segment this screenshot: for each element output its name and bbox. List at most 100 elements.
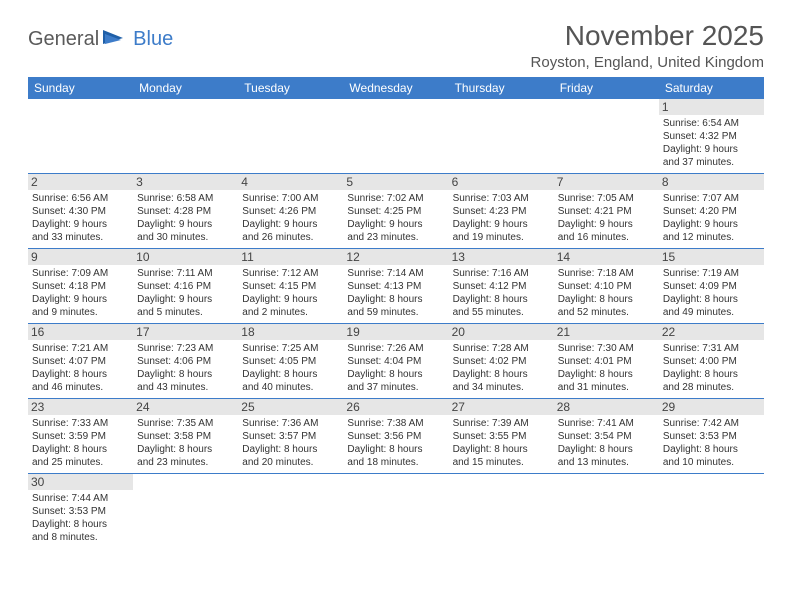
daylight-text: and 10 minutes. bbox=[663, 456, 760, 469]
calendar-cell: 7Sunrise: 7:05 AMSunset: 4:21 PMDaylight… bbox=[554, 174, 659, 249]
day-number: 3 bbox=[133, 174, 238, 190]
sunrise-text: Sunrise: 7:05 AM bbox=[558, 192, 655, 205]
sunset-text: Sunset: 3:56 PM bbox=[347, 430, 444, 443]
sunset-text: Sunset: 3:59 PM bbox=[32, 430, 129, 443]
day-number: 26 bbox=[343, 399, 448, 415]
day-number: 28 bbox=[554, 399, 659, 415]
daylight-text: Daylight: 9 hours bbox=[242, 293, 339, 306]
daylight-text: Daylight: 8 hours bbox=[32, 368, 129, 381]
sunset-text: Sunset: 4:07 PM bbox=[32, 355, 129, 368]
logo: General Blue bbox=[28, 28, 173, 51]
daylight-text: Daylight: 8 hours bbox=[347, 293, 444, 306]
daylight-text: Daylight: 8 hours bbox=[453, 293, 550, 306]
calendar-cell: 16Sunrise: 7:21 AMSunset: 4:07 PMDayligh… bbox=[28, 324, 133, 399]
calendar-cell bbox=[133, 99, 238, 174]
day-number: 14 bbox=[554, 249, 659, 265]
daylight-text: Daylight: 8 hours bbox=[558, 443, 655, 456]
weekday-header: Thursday bbox=[449, 77, 554, 99]
calendar-row: 30Sunrise: 7:44 AMSunset: 3:53 PMDayligh… bbox=[28, 474, 764, 549]
daylight-text: Daylight: 8 hours bbox=[663, 443, 760, 456]
sunrise-text: Sunrise: 6:56 AM bbox=[32, 192, 129, 205]
sunset-text: Sunset: 3:53 PM bbox=[663, 430, 760, 443]
daylight-text: Daylight: 9 hours bbox=[137, 293, 234, 306]
calendar-cell bbox=[133, 474, 238, 549]
calendar-cell bbox=[554, 99, 659, 174]
daylight-text: and 46 minutes. bbox=[32, 381, 129, 394]
daylight-text: Daylight: 9 hours bbox=[663, 143, 760, 156]
daylight-text: and 19 minutes. bbox=[453, 231, 550, 244]
daylight-text: and 23 minutes. bbox=[347, 231, 444, 244]
sunrise-text: Sunrise: 7:36 AM bbox=[242, 417, 339, 430]
calendar-cell: 12Sunrise: 7:14 AMSunset: 4:13 PMDayligh… bbox=[343, 249, 448, 324]
sunset-text: Sunset: 4:26 PM bbox=[242, 205, 339, 218]
daylight-text: Daylight: 8 hours bbox=[663, 293, 760, 306]
daylight-text: and 18 minutes. bbox=[347, 456, 444, 469]
day-number: 24 bbox=[133, 399, 238, 415]
calendar-cell: 17Sunrise: 7:23 AMSunset: 4:06 PMDayligh… bbox=[133, 324, 238, 399]
sunrise-text: Sunrise: 7:33 AM bbox=[32, 417, 129, 430]
weekday-header: Friday bbox=[554, 77, 659, 99]
calendar-row: 23Sunrise: 7:33 AMSunset: 3:59 PMDayligh… bbox=[28, 399, 764, 474]
sunset-text: Sunset: 3:58 PM bbox=[137, 430, 234, 443]
logo-text-general: General bbox=[28, 28, 99, 51]
daylight-text: Daylight: 8 hours bbox=[242, 368, 339, 381]
day-number: 6 bbox=[449, 174, 554, 190]
calendar-cell: 25Sunrise: 7:36 AMSunset: 3:57 PMDayligh… bbox=[238, 399, 343, 474]
calendar-row: 16Sunrise: 7:21 AMSunset: 4:07 PMDayligh… bbox=[28, 324, 764, 399]
daylight-text: Daylight: 8 hours bbox=[347, 368, 444, 381]
calendar-cell: 24Sunrise: 7:35 AMSunset: 3:58 PMDayligh… bbox=[133, 399, 238, 474]
sunrise-text: Sunrise: 6:54 AM bbox=[663, 117, 760, 130]
daylight-text: Daylight: 8 hours bbox=[558, 293, 655, 306]
sunset-text: Sunset: 3:57 PM bbox=[242, 430, 339, 443]
calendar-cell: 13Sunrise: 7:16 AMSunset: 4:12 PMDayligh… bbox=[449, 249, 554, 324]
weekday-header: Monday bbox=[133, 77, 238, 99]
calendar-cell: 28Sunrise: 7:41 AMSunset: 3:54 PMDayligh… bbox=[554, 399, 659, 474]
daylight-text: Daylight: 9 hours bbox=[453, 218, 550, 231]
daylight-text: and 40 minutes. bbox=[242, 381, 339, 394]
daylight-text: and 20 minutes. bbox=[242, 456, 339, 469]
sunrise-text: Sunrise: 7:23 AM bbox=[137, 342, 234, 355]
calendar-cell bbox=[449, 99, 554, 174]
sunrise-text: Sunrise: 6:58 AM bbox=[137, 192, 234, 205]
sunset-text: Sunset: 4:05 PM bbox=[242, 355, 339, 368]
sunrise-text: Sunrise: 7:25 AM bbox=[242, 342, 339, 355]
daylight-text: and 37 minutes. bbox=[663, 156, 760, 169]
daylight-text: and 52 minutes. bbox=[558, 306, 655, 319]
calendar-cell: 23Sunrise: 7:33 AMSunset: 3:59 PMDayligh… bbox=[28, 399, 133, 474]
daylight-text: and 55 minutes. bbox=[453, 306, 550, 319]
daylight-text: Daylight: 8 hours bbox=[137, 443, 234, 456]
sunset-text: Sunset: 4:28 PM bbox=[137, 205, 234, 218]
sunset-text: Sunset: 4:10 PM bbox=[558, 280, 655, 293]
daylight-text: and 2 minutes. bbox=[242, 306, 339, 319]
daylight-text: and 8 minutes. bbox=[32, 531, 129, 544]
calendar-row: 2Sunrise: 6:56 AMSunset: 4:30 PMDaylight… bbox=[28, 174, 764, 249]
calendar-cell bbox=[28, 99, 133, 174]
calendar-cell: 19Sunrise: 7:26 AMSunset: 4:04 PMDayligh… bbox=[343, 324, 448, 399]
title-block: November 2025 Royston, England, United K… bbox=[531, 20, 764, 71]
sunset-text: Sunset: 4:25 PM bbox=[347, 205, 444, 218]
day-number: 27 bbox=[449, 399, 554, 415]
day-number: 17 bbox=[133, 324, 238, 340]
sunset-text: Sunset: 4:09 PM bbox=[663, 280, 760, 293]
calendar-cell: 3Sunrise: 6:58 AMSunset: 4:28 PMDaylight… bbox=[133, 174, 238, 249]
daylight-text: and 34 minutes. bbox=[453, 381, 550, 394]
sunset-text: Sunset: 4:30 PM bbox=[32, 205, 129, 218]
daylight-text: Daylight: 9 hours bbox=[242, 218, 339, 231]
daylight-text: and 49 minutes. bbox=[663, 306, 760, 319]
sunrise-text: Sunrise: 7:39 AM bbox=[453, 417, 550, 430]
calendar-cell: 18Sunrise: 7:25 AMSunset: 4:05 PMDayligh… bbox=[238, 324, 343, 399]
sunrise-text: Sunrise: 7:14 AM bbox=[347, 267, 444, 280]
calendar-cell: 27Sunrise: 7:39 AMSunset: 3:55 PMDayligh… bbox=[449, 399, 554, 474]
daylight-text: Daylight: 8 hours bbox=[663, 368, 760, 381]
day-number: 4 bbox=[238, 174, 343, 190]
sunrise-text: Sunrise: 7:42 AM bbox=[663, 417, 760, 430]
daylight-text: Daylight: 8 hours bbox=[347, 443, 444, 456]
daylight-text: and 28 minutes. bbox=[663, 381, 760, 394]
calendar-cell bbox=[449, 474, 554, 549]
day-number: 1 bbox=[659, 99, 764, 115]
calendar-cell: 29Sunrise: 7:42 AMSunset: 3:53 PMDayligh… bbox=[659, 399, 764, 474]
daylight-text: Daylight: 8 hours bbox=[453, 368, 550, 381]
sunrise-text: Sunrise: 7:26 AM bbox=[347, 342, 444, 355]
day-number: 11 bbox=[238, 249, 343, 265]
calendar-cell: 4Sunrise: 7:00 AMSunset: 4:26 PMDaylight… bbox=[238, 174, 343, 249]
